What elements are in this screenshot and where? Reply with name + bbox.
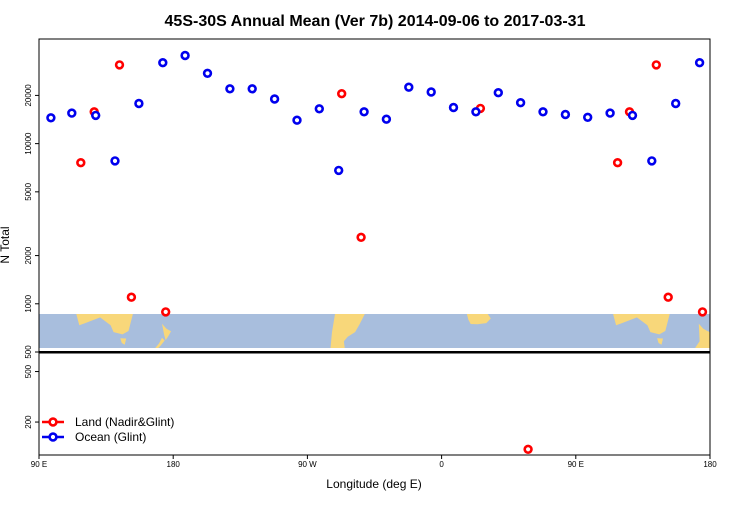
ocean-point [538, 107, 548, 117]
ocean-point [202, 68, 213, 79]
y-tick-label: 20000 [24, 84, 33, 107]
y-tick-label: 5000 [24, 182, 33, 200]
ocean-point [67, 108, 77, 118]
x-tick-label: 90 W [298, 460, 317, 469]
ocean-point [426, 87, 436, 97]
land-point [126, 292, 137, 302]
y-tick-label: 2000 [24, 246, 33, 264]
map-land-south-america [330, 314, 365, 348]
map-land-tasmania-repeat [657, 338, 663, 345]
map-land-new-zealand-north [162, 323, 171, 341]
ocean-point [627, 110, 638, 121]
x-tick-label: 180 [167, 460, 181, 469]
x-axis-title: Longitude (deg E) [326, 477, 421, 491]
ocean-point [605, 108, 615, 118]
map-land-tasmania [120, 338, 127, 345]
map-land-australia [76, 314, 133, 335]
ocean-point [334, 165, 344, 176]
land-point [697, 307, 708, 317]
ocean-point [448, 102, 459, 113]
ocean-point [46, 113, 56, 123]
map-strip [39, 314, 710, 348]
land-point [161, 307, 171, 317]
ocean-point [292, 115, 302, 125]
ocean-point [647, 156, 657, 166]
y-axis-title: N Total [0, 226, 12, 263]
ocean-point [110, 156, 120, 166]
y-tick-label: 500 [24, 345, 33, 359]
ocean-point [560, 109, 571, 120]
map-ocean [39, 314, 710, 348]
y-tick-label: 500 [24, 364, 33, 378]
y-tick-label: 1000 [24, 294, 33, 312]
ocean-point [225, 84, 235, 94]
land-point [651, 60, 661, 70]
ocean-point [314, 104, 324, 114]
ocean-point [269, 94, 280, 104]
ocean-point [471, 107, 481, 117]
tick-labels: 90 E 180 90 W 0 90 E 180 500 1000 2000 5000 10000 2… [24, 84, 717, 469]
land-point [76, 158, 86, 168]
land-point [612, 158, 623, 168]
data-points [46, 50, 708, 454]
land-point [523, 444, 533, 454]
ocean-point [359, 107, 369, 117]
x-tick-label: 90 E [31, 460, 47, 469]
x-tick-label: 90 E [568, 460, 584, 469]
legend-label-ocean: Ocean (Glint) [75, 430, 146, 444]
land-point [663, 292, 673, 302]
ocean-point [515, 97, 526, 108]
ocean-point [90, 110, 101, 121]
ocean-point [158, 57, 168, 68]
legend: Land (Nadir&Glint)Ocean (Glint) [42, 415, 174, 444]
legend-label-land: Land (Nadir&Glint) [75, 415, 174, 429]
legend-marker-land [48, 417, 58, 427]
ocean-point [134, 98, 144, 109]
ocean-point [582, 112, 593, 123]
ocean-point [180, 50, 190, 61]
map-land-africa [466, 314, 491, 325]
map-land-new-zealand-south [155, 337, 165, 348]
land-point [114, 60, 125, 70]
x-tick-label: 0 [439, 460, 444, 469]
map-land-australia-repeat [613, 314, 670, 335]
land-point [356, 232, 366, 243]
legend-marker-ocean [48, 432, 58, 442]
ocean-point [404, 82, 414, 92]
land-point [337, 88, 347, 99]
y-tick-label: 200 [24, 415, 33, 429]
map-land-new-zealand-repeat [695, 323, 710, 348]
upper-panel-frame [38, 38, 711, 353]
chart-title: 45S-30S Annual Mean (Ver 7b) 2014-09-06 … [165, 13, 586, 30]
ocean-point [493, 87, 503, 98]
y-tick-label: 10000 [24, 132, 33, 155]
ocean-point [381, 114, 392, 124]
ocean-point [670, 98, 681, 109]
ocean-point [694, 57, 705, 68]
axes [38, 38, 711, 456]
ocean-point [247, 84, 257, 94]
x-tick-label: 180 [703, 460, 717, 469]
